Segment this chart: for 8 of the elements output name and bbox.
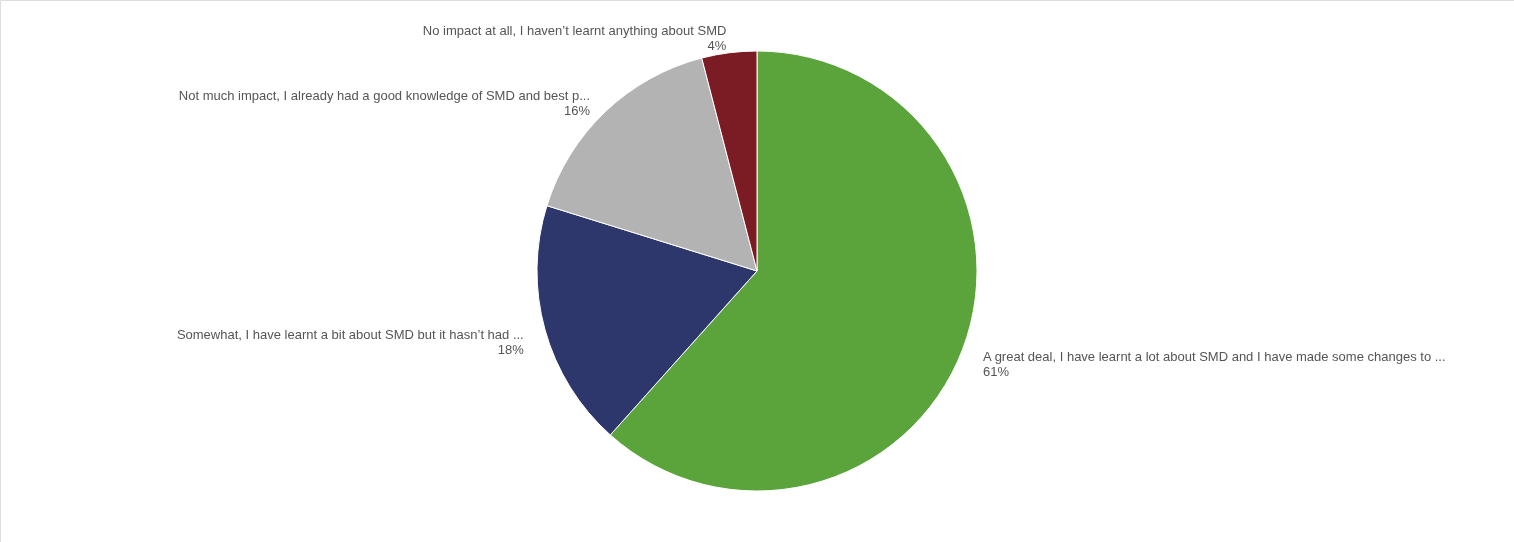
slice-label: A great deal, I have learnt a lot about SMD and I have made some changes to ... [983, 349, 1446, 365]
data-label: 16% [563, 102, 591, 118]
slice-label: No impact at all, I haven’t learnt anything about SMD [422, 22, 727, 38]
slice-label: Somewhat, I have learnt a bit about SMD but it hasn’t had ... [176, 327, 524, 343]
data-label: 4% [707, 37, 727, 53]
data-label: 18% [497, 342, 525, 358]
data-label: 61% [983, 364, 1010, 380]
slice-label: Not much impact, I already had a good knowledge of SMD and best p... [178, 87, 590, 103]
